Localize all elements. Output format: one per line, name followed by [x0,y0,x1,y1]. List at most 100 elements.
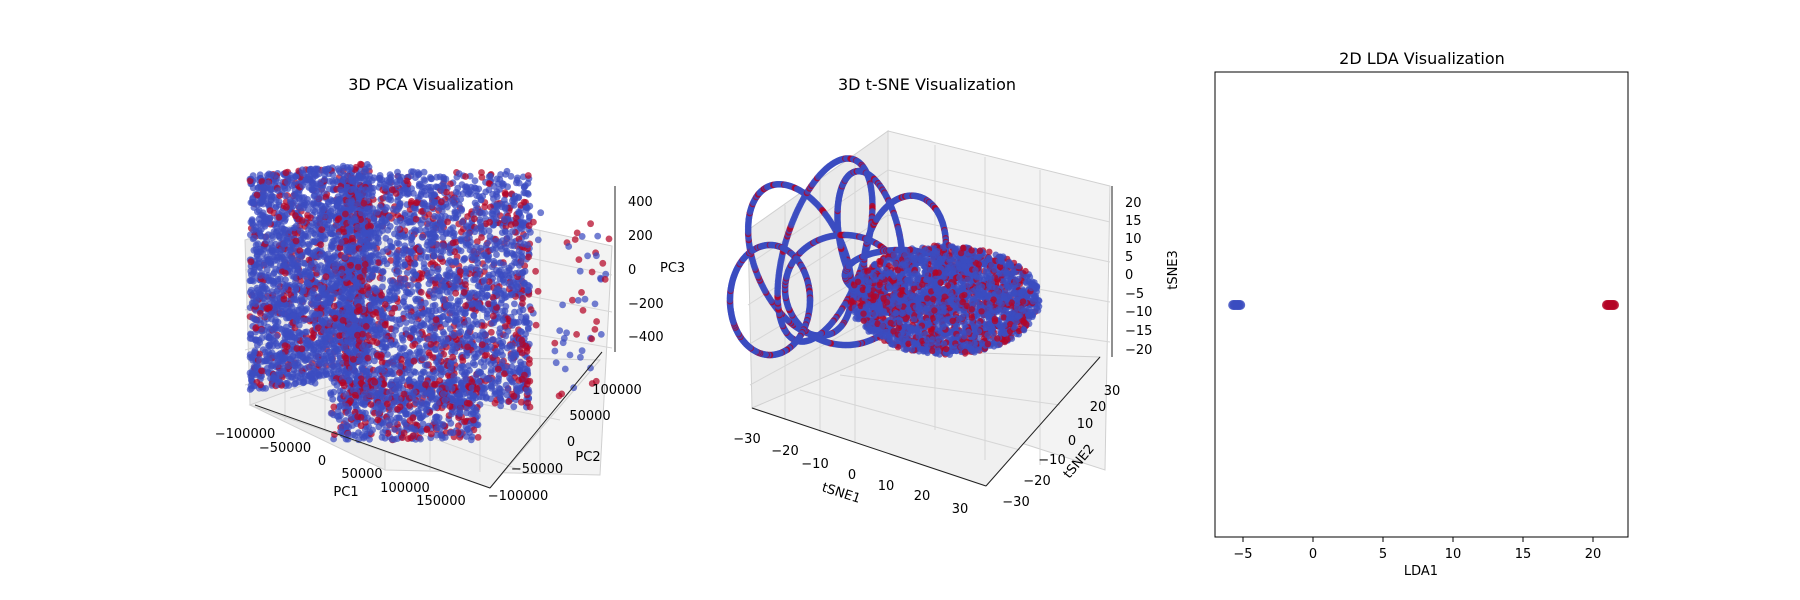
pca-point [248,217,256,225]
pca-point [465,328,473,335]
pca-point [306,315,314,323]
pca-point [408,317,416,324]
pca-point [426,288,434,295]
pca-point [449,200,457,207]
pca-point [439,242,447,250]
pca-point [470,276,477,284]
pca-point [510,403,518,411]
pca-point [456,268,464,275]
pca-point [246,386,254,393]
pca-point [256,263,263,271]
pca-point [329,171,337,179]
pca-point [442,302,450,310]
pca-point [341,253,349,261]
pca-point [354,331,361,339]
pca-point [266,353,273,361]
pca-point [315,295,323,302]
pca-point [477,368,485,376]
pca-point [401,293,408,301]
pca-point [291,224,298,232]
pca-point [500,261,508,269]
pca-point [330,283,338,291]
pca-point [297,227,304,235]
pca-point [295,321,303,329]
pca-point [411,228,419,236]
pca-point [419,354,427,362]
pca-point [316,233,324,241]
pca-point [524,172,532,179]
pca-point [342,274,350,282]
pca-point [412,271,420,279]
pca-point [263,304,271,312]
pca-point [268,193,275,201]
pca-point [379,366,386,374]
pca-point [266,216,273,223]
pca-point [281,342,289,349]
pca-point [424,238,432,246]
pca-point [458,207,466,214]
pca-point [462,309,469,317]
pca-point [431,301,439,309]
pca-point [289,353,297,360]
pca-point [478,287,486,295]
pca-point [431,212,439,220]
pca-point [344,268,352,276]
pca-point [358,209,365,217]
pca-point [330,252,338,260]
pca-point [379,312,387,320]
pca-point [303,279,311,287]
pca-point [359,314,366,322]
pca-point [313,369,321,377]
pca-point [510,253,518,260]
pca-point [508,228,516,235]
pca-point [354,223,361,231]
pca-point [473,292,481,299]
pca-point [395,268,403,276]
pca-point [518,253,526,261]
pca-point [499,277,507,284]
pca-point [295,329,303,336]
pca-point [345,348,353,356]
pca-point [354,296,362,303]
pca-point [292,379,299,387]
pca-point [421,200,429,208]
pca-point [432,369,440,377]
pca-point [471,228,479,236]
pca-point [502,381,510,389]
pca-point [301,270,308,278]
pca-point [292,212,299,220]
pca-point [430,294,438,302]
pca-point [298,217,306,224]
pca-point [485,173,493,181]
pca-point [322,273,330,281]
pca-point [491,259,498,267]
pca-point [385,213,393,221]
pca-point [473,187,480,195]
pca-point [301,357,309,364]
pca-point [478,341,486,348]
pca-point [310,192,318,200]
pca-point [248,271,255,279]
pca-point [424,223,432,231]
pca-point [525,253,532,261]
pca-point [507,282,515,290]
pca-point [356,230,363,238]
pca-point [372,264,379,272]
pca-point [352,253,360,260]
pca-point [501,196,508,204]
pca-point [392,190,400,197]
pca-point [485,374,492,382]
pca-point [281,192,289,200]
pca-point [524,324,532,332]
pca-point [468,333,476,341]
pca-point [493,251,500,258]
pca-point [379,283,386,291]
pca-point [396,362,404,370]
pca-point [318,226,326,234]
pca-point [503,167,511,175]
pca-point [336,198,344,205]
pca-point [288,333,296,340]
pca-point [299,181,307,189]
pca-point [343,306,350,314]
pca-point [394,225,401,233]
